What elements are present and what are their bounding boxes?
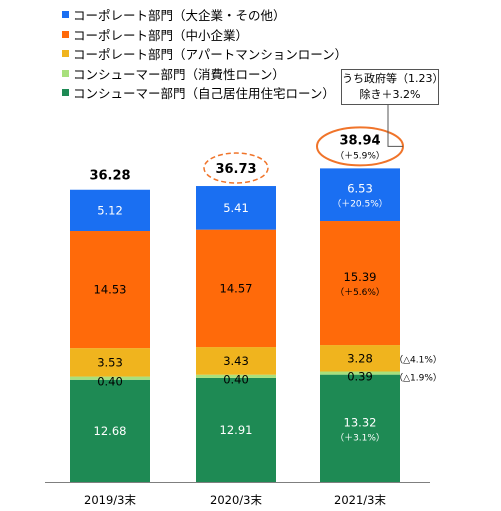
legend-swatch [62, 11, 69, 19]
segment-value-label: 0.39 [347, 369, 373, 383]
segment-value-label: 12.68 [94, 424, 127, 438]
bar-segment [320, 374, 400, 482]
legend-item: コーポレート部門（アパートマンションローン） [62, 44, 347, 64]
bar-segment [196, 374, 276, 378]
legend-label: コンシューマー部門（自己居住用住宅ローン） [73, 86, 335, 102]
bar-segment [320, 371, 400, 375]
legend-label: コーポレート部門（中小企業） [73, 27, 249, 43]
bar-segment [320, 168, 400, 222]
segment-value-label: 14.57 [220, 281, 253, 295]
x-tick-label: 2021/3末 [334, 493, 386, 507]
bar-segment [70, 231, 150, 349]
segment-value-label: 3.28 [347, 351, 373, 365]
annotation-leader-line [387, 104, 403, 147]
segment-value-label: 3.43 [223, 354, 249, 368]
x-tick-label: 2020/3末 [210, 493, 262, 507]
legend-swatch [62, 69, 69, 77]
segment-change-label: （＋5.6%） [335, 287, 385, 298]
legend-label: コーポレート部門（大企業・その他） [73, 8, 286, 24]
bar-segment [196, 186, 276, 230]
legend-swatch [62, 89, 69, 97]
segment-change-label: （△1.9%） [394, 372, 442, 383]
segment-value-label: 0.40 [223, 373, 249, 387]
segment-value-label: 3.53 [97, 355, 123, 369]
total-label: 38.94 [339, 133, 380, 148]
legend-label: コーポレート部門（アパートマンションローン） [73, 47, 348, 63]
total-highlight-ellipse [203, 152, 269, 184]
segment-value-label: 14.53 [94, 283, 127, 297]
annotation-callout: うち政府等（1.23） 除き＋3.2% [341, 69, 444, 105]
bar-segment [196, 347, 276, 375]
legend-item: コンシューマー部門（自己居住用住宅ローン） [62, 83, 347, 103]
total-change-label: （＋5.9%） [335, 150, 385, 161]
total-label: 36.28 [89, 169, 130, 184]
legend: コーポレート部門（大企業・その他） コーポレート部門（中小企業） コーポレート部… [62, 5, 347, 103]
segment-change-label: （＋20.5%） [332, 199, 388, 210]
legend-item: コンシューマー部門（消費性ローン） [62, 64, 347, 84]
bar-segment [70, 348, 150, 377]
bar-segment [196, 377, 276, 482]
legend-item: コーポレート部門（大企業・その他） [62, 5, 347, 25]
bar-segment [320, 345, 400, 372]
segment-value-label: 15.39 [344, 270, 377, 284]
segment-value-label: 12.91 [220, 423, 253, 437]
legend-swatch [62, 50, 69, 58]
segment-change-label: （＋3.1%） [335, 432, 385, 443]
segment-value-label: 13.32 [344, 415, 377, 429]
annotation-line1: うち政府等（1.23） [342, 72, 444, 85]
legend-swatch [62, 30, 69, 38]
segment-value-label: 0.40 [97, 375, 123, 389]
legend-item: コーポレート部門（中小企業） [62, 25, 347, 45]
bar-segment [70, 379, 150, 482]
legend-label: コンシューマー部門（消費性ローン） [73, 66, 285, 82]
annotation-line2: 除き＋3.2% [359, 88, 421, 101]
total-label: 36.73 [215, 162, 256, 177]
bar-segment [70, 189, 150, 232]
bar-segment [70, 376, 150, 380]
segment-value-label: 6.53 [347, 182, 373, 196]
segment-change-label: （△4.1%） [394, 354, 442, 365]
x-tick-label: 2019/3末 [84, 493, 136, 507]
segment-value-label: 5.12 [97, 203, 123, 217]
bar-segment [320, 221, 400, 346]
bar-segment [196, 229, 276, 348]
segment-value-label: 5.41 [223, 201, 249, 215]
